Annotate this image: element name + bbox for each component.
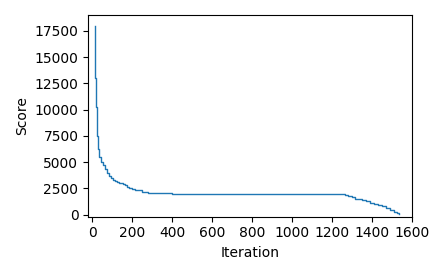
Y-axis label: Score: Score <box>15 97 29 135</box>
X-axis label: Iteration: Iteration <box>221 246 280 260</box>
